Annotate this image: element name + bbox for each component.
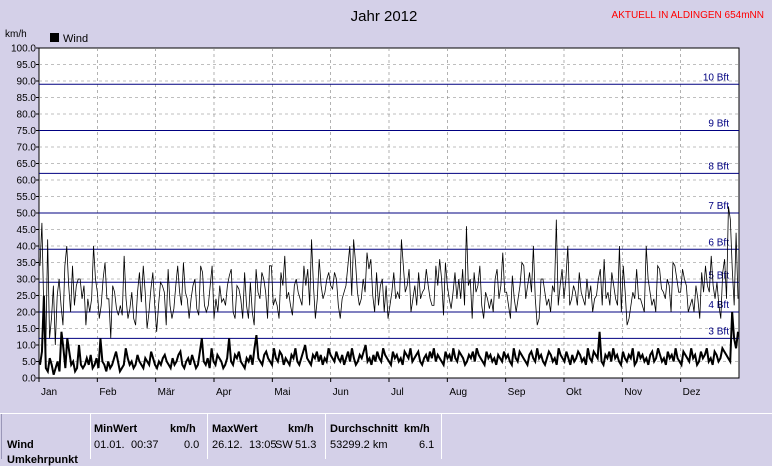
y-tick-label: 100.0 bbox=[11, 44, 36, 55]
y-tick-label: 50.0 bbox=[17, 209, 37, 220]
stats-panel: Wind Umkehrpunkt MinWert km/h 01.01. 00:… bbox=[0, 413, 772, 466]
legend-swatch bbox=[50, 33, 59, 42]
x-tick-label: Dez bbox=[683, 387, 701, 398]
x-tick-label: Mär bbox=[158, 387, 176, 398]
y-tick-label: 30.0 bbox=[17, 275, 37, 286]
x-tick-label: Jan bbox=[41, 387, 57, 398]
y-tick-label: 5.0 bbox=[22, 357, 36, 368]
y-tick-label: 15.0 bbox=[17, 324, 37, 335]
stats-separator bbox=[325, 414, 326, 459]
min-unit: km/h bbox=[170, 423, 196, 435]
min-time: 00:37 bbox=[131, 439, 159, 451]
max-header: MaxWert bbox=[212, 423, 258, 435]
station-label: AKTUELL IN ALDINGEN 654mNN bbox=[612, 10, 764, 21]
chart-title: Jahr 2012 bbox=[351, 8, 418, 25]
y-tick-label: 10.0 bbox=[17, 341, 37, 352]
y-tick-label: 35.0 bbox=[17, 258, 37, 269]
min-header: MinWert bbox=[94, 423, 138, 435]
y-tick-label: 65.0 bbox=[17, 159, 37, 170]
x-tick-label: Aug bbox=[449, 387, 467, 398]
min-value: 0.0 bbox=[184, 439, 200, 451]
max-time: 13:05 bbox=[249, 439, 277, 451]
y-tick-label: 25.0 bbox=[17, 291, 37, 302]
y-tick-label: 0.0 bbox=[22, 374, 36, 385]
stats-separator bbox=[207, 414, 208, 459]
y-tick-label: 85.0 bbox=[17, 93, 37, 104]
beaufort-label: 10 Bft bbox=[703, 72, 729, 83]
y-axis-unit: km/h bbox=[5, 29, 27, 40]
avg-header: Durchschnitt bbox=[330, 423, 398, 435]
x-tick-label: Okt bbox=[566, 387, 582, 398]
y-tick-label: 90.0 bbox=[17, 77, 37, 88]
y-tick-label: 45.0 bbox=[17, 225, 37, 236]
x-tick-label: Jul bbox=[391, 387, 404, 398]
y-tick-label: 70.0 bbox=[17, 143, 37, 154]
x-tick-label: Jun bbox=[333, 387, 349, 398]
series-line-avg bbox=[39, 295, 739, 375]
x-tick-label: Sep bbox=[508, 387, 526, 398]
max-date: 26.12. bbox=[212, 439, 243, 451]
y-tick-label: 80.0 bbox=[17, 110, 37, 121]
avg-distance: 53299.2 km bbox=[330, 439, 388, 451]
avg-unit: km/h bbox=[404, 423, 430, 435]
beaufort-label: 3 Bft bbox=[708, 326, 729, 337]
beaufort-label: 9 Bft bbox=[708, 119, 729, 130]
stats-separator bbox=[90, 414, 91, 459]
y-tick-label: 40.0 bbox=[17, 242, 37, 253]
y-tick-label: 20.0 bbox=[17, 308, 37, 319]
max-unit: km/h bbox=[288, 423, 314, 435]
x-tick-label: Nov bbox=[624, 387, 642, 398]
series-line-max bbox=[39, 206, 739, 352]
max-value: 51.3 bbox=[295, 439, 317, 451]
y-tick-label: 55.0 bbox=[17, 192, 37, 203]
y-tick-label: 75.0 bbox=[17, 126, 37, 137]
stats-row-label: Wind bbox=[7, 439, 34, 451]
max-direction: SW bbox=[275, 439, 293, 451]
x-tick-label: Feb bbox=[99, 387, 117, 398]
x-tick-label: Mai bbox=[274, 387, 290, 398]
x-tick-label: Apr bbox=[216, 387, 232, 398]
y-tick-label: 60.0 bbox=[17, 176, 37, 187]
stats-row-label-2: Umkehrpunkt bbox=[7, 454, 78, 466]
beaufort-label: 6 Bft bbox=[708, 237, 729, 248]
y-tick-label: 95.0 bbox=[17, 60, 37, 71]
stats-separator bbox=[1, 414, 2, 459]
legend-label: Wind bbox=[63, 33, 88, 45]
avg-value: 6.1 bbox=[419, 439, 435, 451]
min-date: 01.01. bbox=[94, 439, 125, 451]
x-ticks: Jan Feb Mär Apr Mai Jun Jul Aug Sep Okt Nov Dez bbox=[38, 378, 701, 398]
beaufort-label: 7 Bft bbox=[708, 201, 729, 212]
stats-separator bbox=[441, 414, 442, 459]
y-ticks: 0.0 5.0 10.0 15.0 20.0 25.0 30.0 35.0 40.0 45.0 50… bbox=[11, 44, 39, 385]
beaufort-label: 8 Bft bbox=[708, 161, 729, 172]
wind-chart: Jahr 2012 AKTUELL IN ALDINGEN 654mNN km/… bbox=[5, 8, 764, 398]
beaufort-label: 5 Bft bbox=[708, 270, 729, 281]
